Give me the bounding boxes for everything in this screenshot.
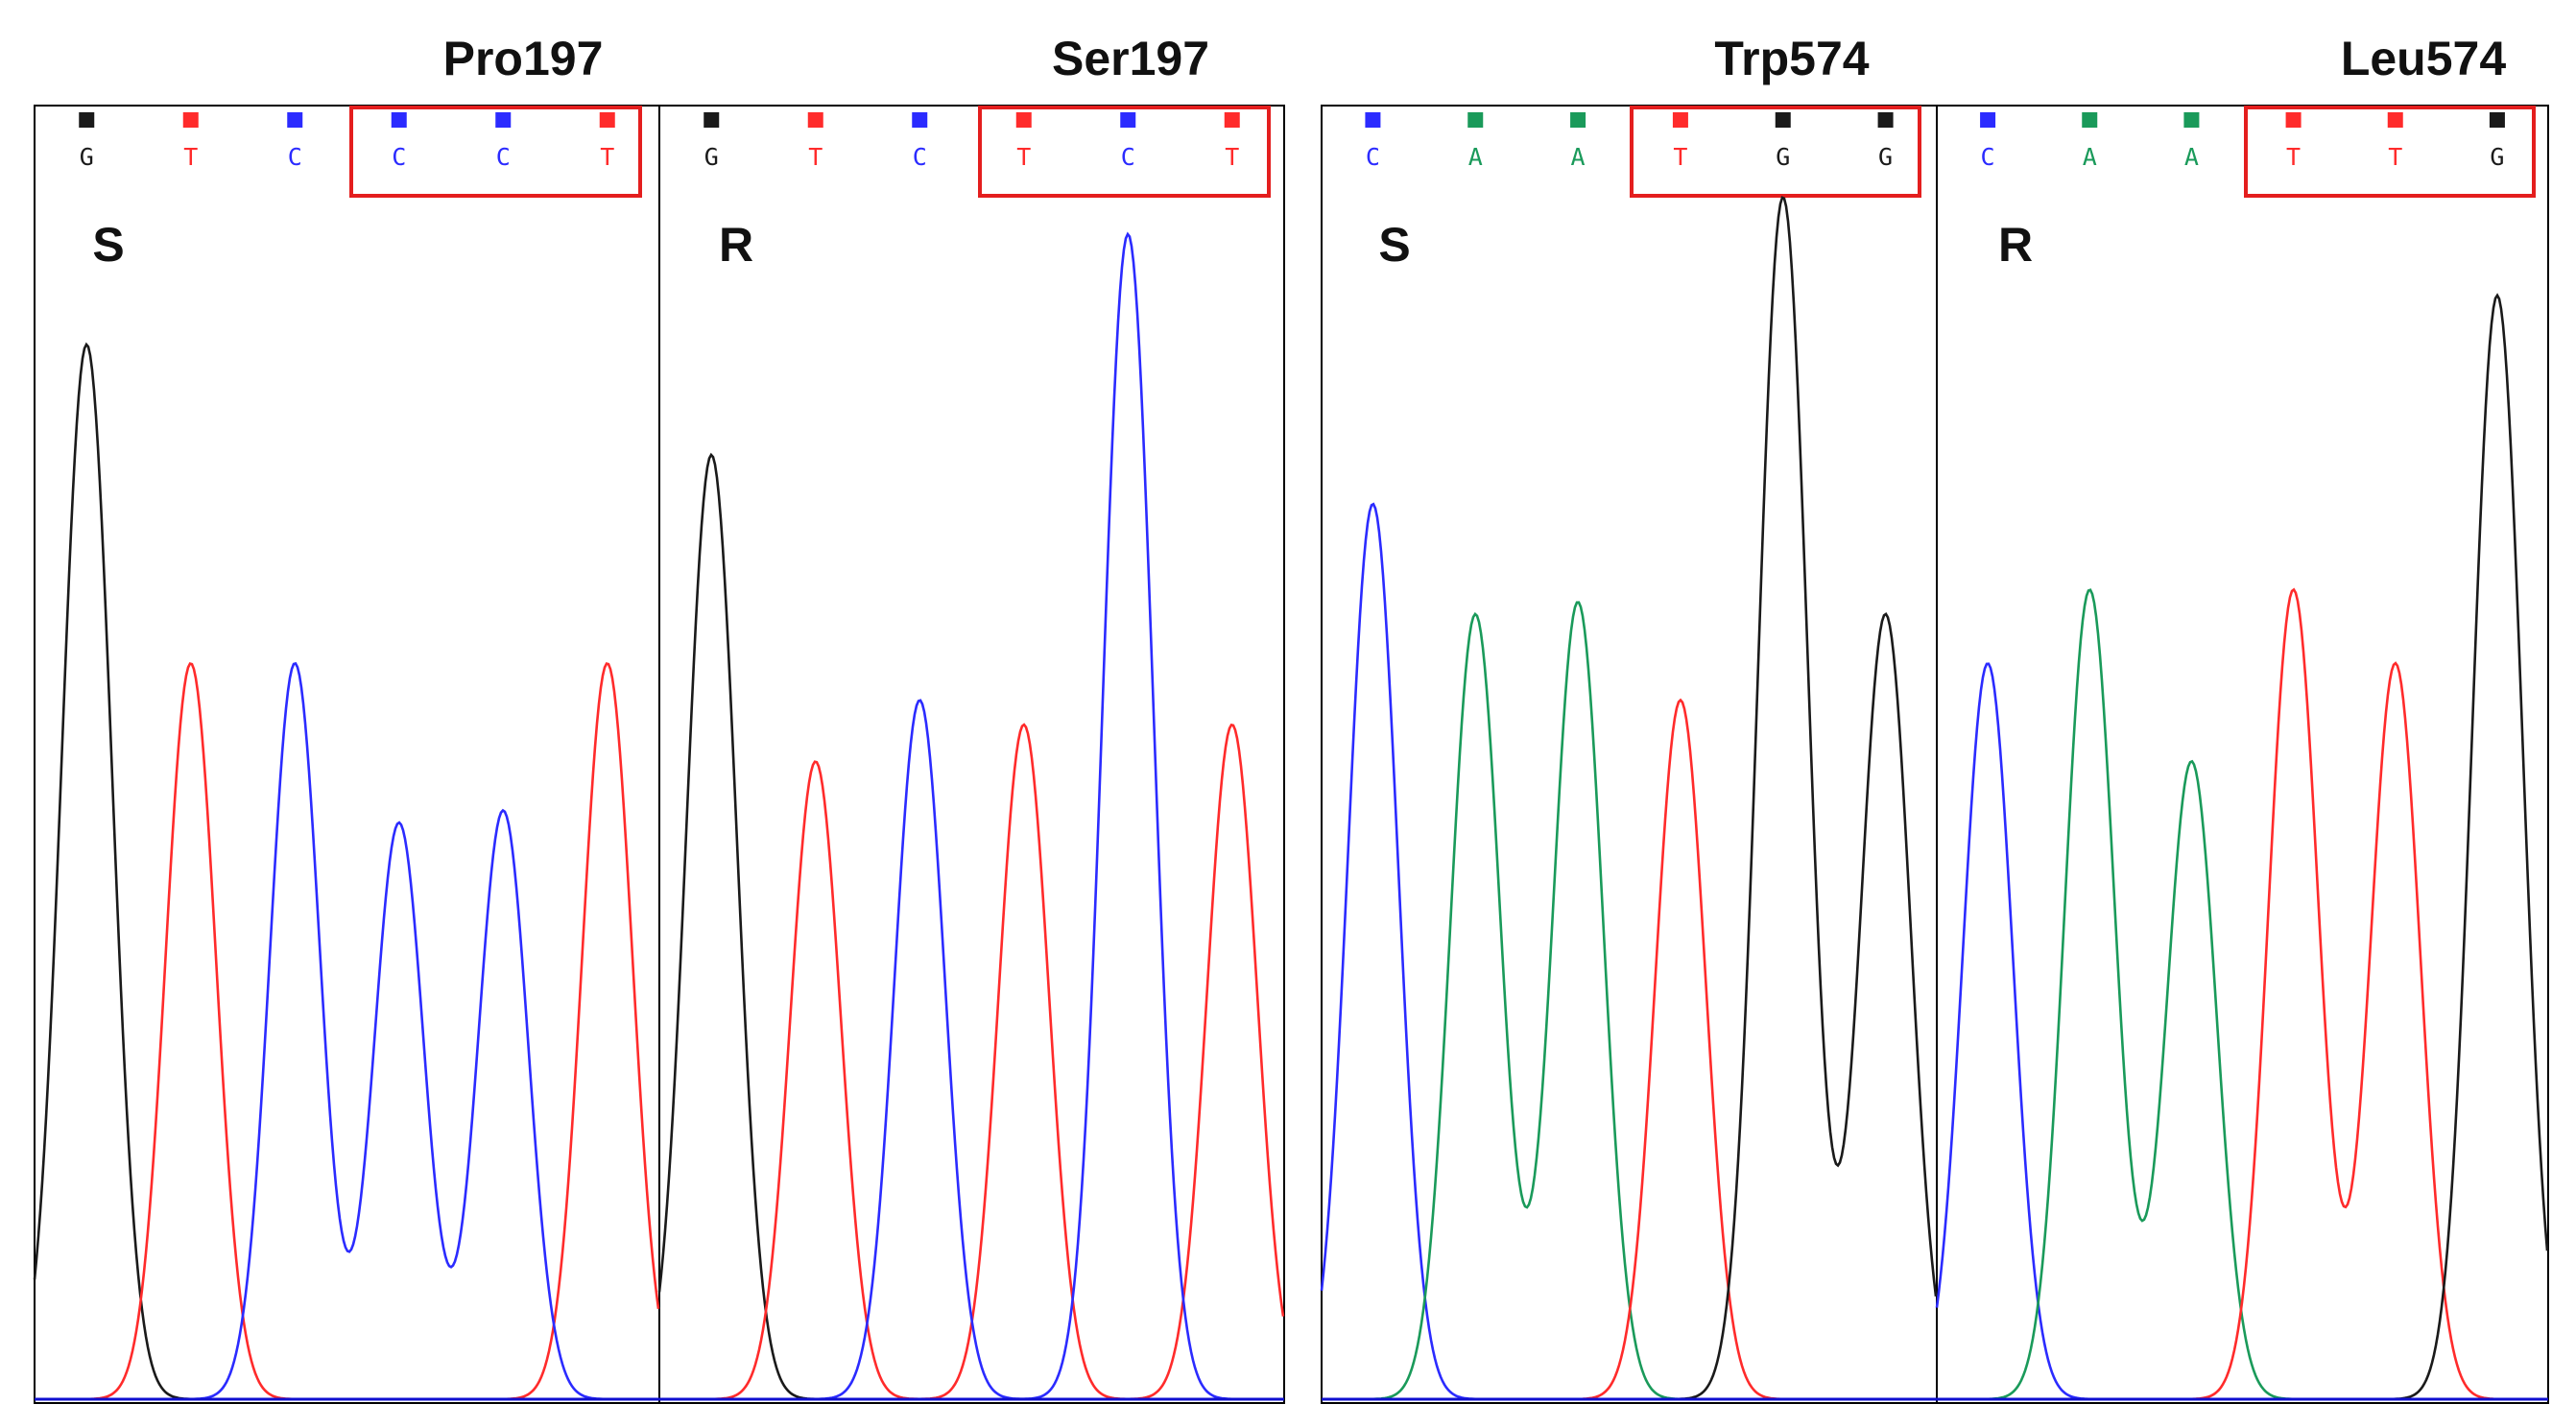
trace-curves — [1935, 293, 2549, 1401]
panel-pro197: Pro197 S G T C C C T — [33, 32, 660, 1401]
base-letter: T — [600, 143, 614, 171]
trace-C — [1935, 662, 2547, 1401]
base-letter: T — [183, 143, 198, 171]
trace-T — [35, 661, 660, 1401]
base-letter: T — [2388, 143, 2402, 171]
trace-curves — [33, 342, 660, 1401]
codon-highlight-box — [349, 106, 642, 198]
panel-title: Pro197 — [443, 32, 604, 85]
base-letter: G — [2490, 143, 2504, 171]
base-marker-G — [1877, 112, 1894, 128]
phenotype-label: R — [1998, 218, 2033, 272]
trace-G — [33, 342, 658, 1401]
trace-G — [1322, 196, 1938, 1401]
codon-574-group: Trp574 S C A A T G G Leu574 R C A A T T G — [1320, 32, 2549, 1404]
panel-title: Ser197 — [1052, 32, 1209, 85]
base-marker-G — [1775, 112, 1791, 128]
base-letter: T — [2286, 143, 2301, 171]
base-marker-C — [391, 112, 407, 128]
trace-C — [1320, 502, 1936, 1401]
phenotype-label: S — [1378, 218, 1410, 272]
panel-title: Leu574 — [2341, 32, 2507, 85]
base-letter: G — [1878, 143, 1893, 171]
base-letter: C — [288, 143, 302, 171]
base-marker-T — [1015, 112, 1032, 128]
base-letter: G — [704, 143, 719, 171]
base-marker-A — [1467, 112, 1484, 128]
base-letter: C — [496, 143, 511, 171]
base-marker-A — [2183, 112, 2200, 128]
base-marker-T — [2387, 112, 2403, 128]
phenotype-label: R — [719, 218, 753, 272]
trace-C — [35, 661, 658, 1401]
base-marker-T — [599, 112, 615, 128]
trace-T — [659, 723, 1285, 1401]
trace-C — [659, 231, 1283, 1401]
panel-ser197: Ser197 R G T C T C T — [657, 32, 1285, 1401]
codon-highlight-box — [1630, 106, 1921, 198]
trace-A — [1322, 601, 1936, 1401]
base-marker-A — [2082, 112, 2098, 128]
phenotype-label: S — [92, 218, 124, 272]
trace-G — [657, 452, 1283, 1401]
base-marker-C — [495, 112, 512, 128]
trace-T — [1937, 587, 2547, 1401]
base-letter: A — [2083, 143, 2097, 171]
codon-highlight-box — [2244, 106, 2536, 198]
base-letter: T — [808, 143, 823, 171]
base-marker-G — [704, 112, 720, 128]
base-letter: T — [1225, 143, 1239, 171]
base-marker-A — [1570, 112, 1586, 128]
base-letter: G — [1776, 143, 1790, 171]
base-marker-T — [182, 112, 199, 128]
base-letter: T — [1673, 143, 1687, 171]
base-marker-C — [1120, 112, 1136, 128]
codon-highlight-box — [978, 106, 1271, 198]
base-marker-T — [807, 112, 823, 128]
base-marker-C — [1980, 112, 1996, 128]
trace-curves — [1320, 196, 1938, 1401]
base-marker-T — [2285, 112, 2302, 128]
trace-A — [1937, 588, 2547, 1401]
base-marker-G — [79, 112, 95, 128]
base-letter: C — [1121, 143, 1135, 171]
base-marker-G — [2489, 112, 2505, 128]
base-letter: C — [1981, 143, 1995, 171]
base-marker-T — [1224, 112, 1240, 128]
base-letter: A — [1468, 143, 1483, 171]
base-marker-C — [912, 112, 928, 128]
base-letter: G — [80, 143, 94, 171]
trace-G — [1937, 293, 2549, 1401]
codon-197-group: Pro197 S G T C C C T Ser197 R G T C T C T — [33, 32, 1285, 1404]
base-letter: C — [1366, 143, 1380, 171]
base-letter: A — [2184, 143, 2199, 171]
base-letter: C — [913, 143, 927, 171]
base-letter: C — [392, 143, 406, 171]
base-letter: T — [1016, 143, 1031, 171]
base-marker-T — [1672, 112, 1688, 128]
base-marker-C — [287, 112, 303, 128]
panel-title: Trp574 — [1714, 32, 1869, 85]
codon-574-frame — [1321, 105, 2549, 1404]
panel-leu574: Leu574 R C A A T T G — [1935, 32, 2549, 1401]
base-marker-C — [1365, 112, 1381, 128]
trace-curves — [657, 231, 1285, 1401]
panel-trp574: Trp574 S C A A T G G — [1320, 32, 1938, 1401]
base-letter: A — [1571, 143, 1586, 171]
